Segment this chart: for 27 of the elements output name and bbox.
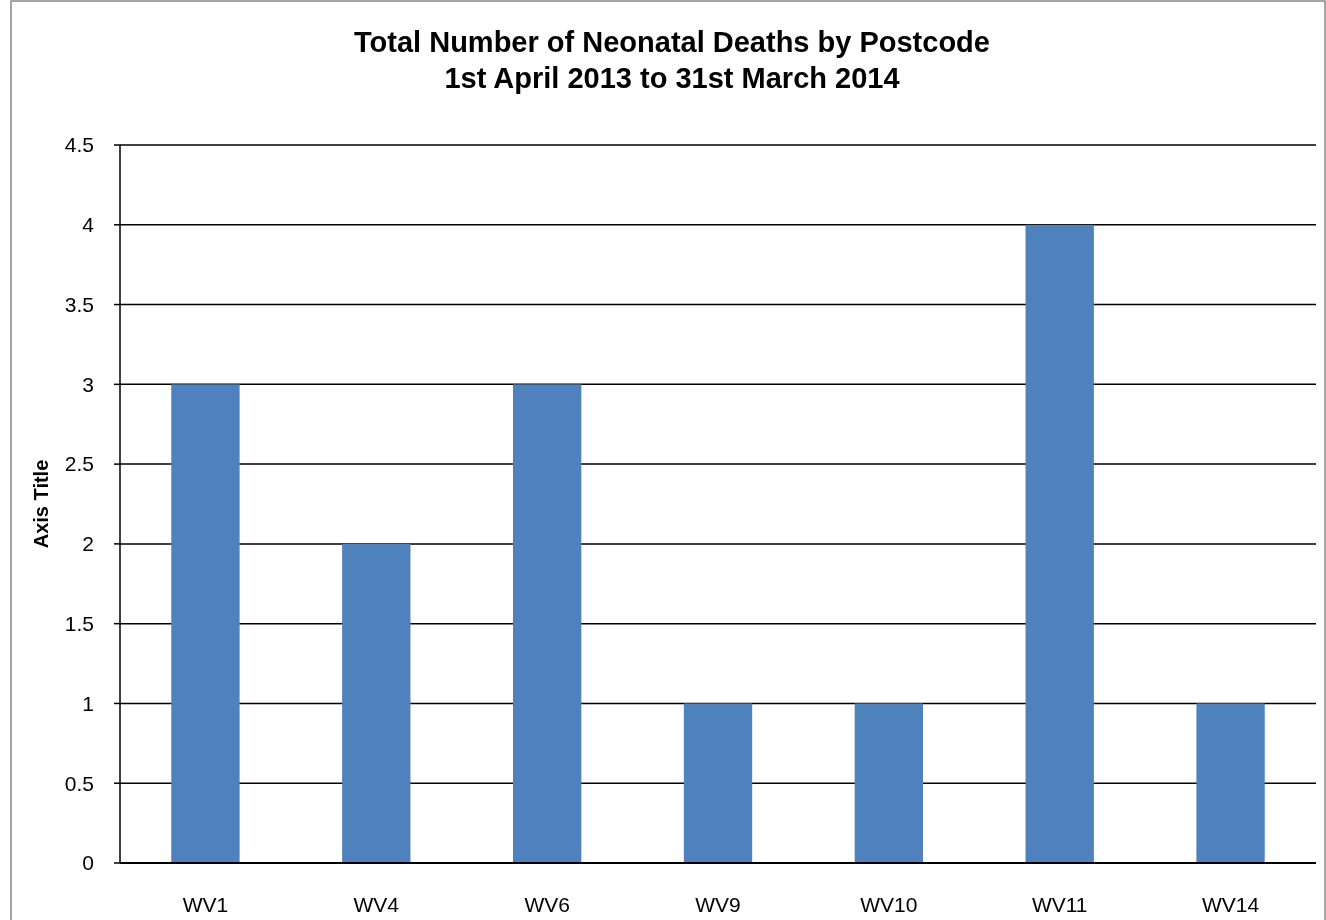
- x-tick-label: WV6: [524, 893, 570, 916]
- x-tick-label: WV10: [860, 893, 918, 916]
- y-tick-label: 1.5: [64, 612, 94, 636]
- x-tick-label: WV1: [182, 893, 229, 916]
- bar: [1025, 224, 1094, 863]
- y-tick-label: 1: [82, 691, 94, 715]
- chart-title: Total Number of Neonatal Deaths by Postcode: [354, 26, 990, 58]
- y-tick-label: 3.5: [64, 292, 94, 316]
- y-tick-label: 0.5: [64, 771, 94, 795]
- x-tick-label: WV11: [1031, 893, 1088, 916]
- y-tick-label: 3: [82, 372, 94, 396]
- bar: [512, 384, 582, 863]
- y-tick-label: 4.5: [64, 133, 94, 157]
- bar: [683, 703, 753, 863]
- y-tick-label: 4: [82, 213, 95, 237]
- bar: [1196, 703, 1265, 863]
- chart-subtitle: 1st April 2013 to 31st March 2014: [444, 62, 900, 94]
- y-axis-title: Axis Title: [30, 459, 52, 549]
- x-tick-label: WV4: [353, 893, 400, 916]
- bar: [342, 543, 411, 863]
- bar: [854, 703, 924, 863]
- x-tick-label: WV9: [695, 893, 741, 916]
- x-tick-label: WV14: [1201, 893, 1260, 916]
- y-tick-label: 0: [82, 851, 94, 875]
- bar: [171, 384, 240, 863]
- y-tick-label: 2: [82, 532, 94, 556]
- y-tick-label: 2.5: [64, 452, 94, 476]
